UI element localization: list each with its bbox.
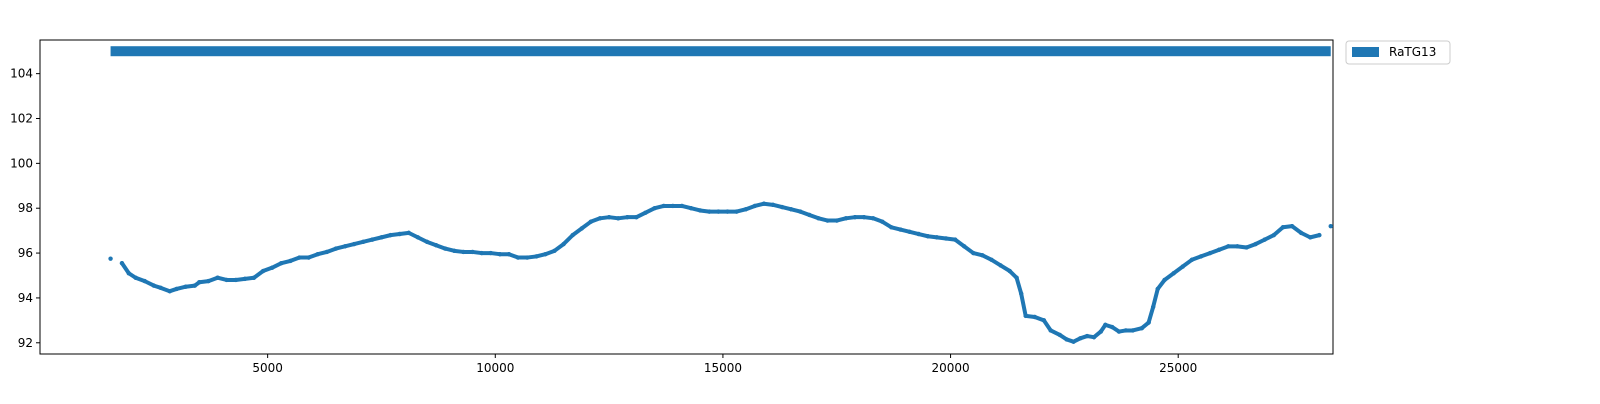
scatter-point [1317, 232, 1322, 238]
x-tick-label: 25000 [1159, 361, 1197, 375]
x-tick-label: 20000 [931, 361, 969, 375]
y-tick-label: 94 [18, 291, 33, 305]
plot-frame [39, 39, 1334, 355]
scatter-point [1146, 304, 1156, 325]
y-axis: 92 94 96 98 100 102 104 [10, 67, 40, 350]
scatter-points [108, 201, 1333, 344]
scatter-point [1328, 223, 1333, 229]
y-tick-label: 100 [10, 156, 33, 170]
x-tick-label: 15000 [704, 361, 742, 375]
scatter-point [1019, 291, 1028, 318]
scatter-point [108, 256, 113, 261]
x-axis: 5000 10000 15000 20000 25000 [252, 354, 1197, 375]
legend-swatch [1352, 47, 1379, 57]
y-tick-label: 98 [18, 201, 33, 215]
y-tick-label: 102 [10, 112, 33, 126]
range-bars [110, 46, 1331, 57]
x-tick-label: 5000 [252, 361, 283, 375]
x-tick-label: 10000 [476, 361, 514, 375]
legend-label: RaTG13 [1389, 45, 1436, 59]
scatter-point [1151, 286, 1160, 309]
y-tick-label: 96 [18, 246, 33, 260]
scatter-point [1014, 275, 1024, 296]
y-tick-label: 104 [10, 67, 33, 81]
legend-box [1345, 40, 1451, 65]
range-bar-ratg13 [110, 46, 1331, 57]
y-tick-label: 92 [18, 336, 33, 350]
legend: RaTG13 [1345, 40, 1451, 65]
axes-frame [39, 39, 1334, 355]
